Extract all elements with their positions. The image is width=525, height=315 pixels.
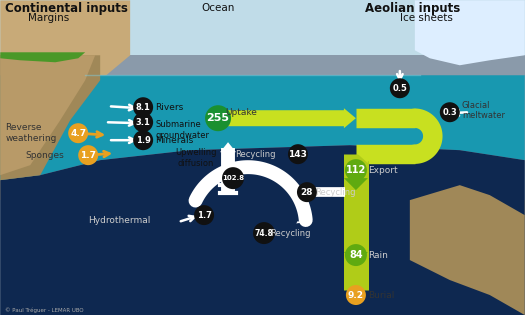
- Text: 0.3: 0.3: [443, 108, 457, 117]
- FancyArrow shape: [220, 142, 236, 152]
- Text: Hydrothermal: Hydrothermal: [88, 215, 150, 225]
- Circle shape: [194, 205, 214, 225]
- Text: Rain: Rain: [368, 250, 388, 260]
- FancyArrow shape: [218, 108, 356, 128]
- Text: 255: 255: [206, 113, 229, 123]
- Text: 28: 28: [301, 188, 313, 197]
- Text: Uptake: Uptake: [225, 108, 257, 117]
- Text: Rivers: Rivers: [155, 103, 183, 112]
- Polygon shape: [1, 52, 85, 62]
- Circle shape: [133, 97, 153, 117]
- Circle shape: [345, 244, 367, 266]
- Text: © Paul Tréguer - LEMAR UBO: © Paul Tréguer - LEMAR UBO: [5, 307, 84, 313]
- Polygon shape: [1, 55, 100, 180]
- Text: Glacial
meltwater: Glacial meltwater: [462, 100, 505, 120]
- Polygon shape: [1, 0, 130, 200]
- Text: 74.8: 74.8: [255, 229, 274, 238]
- Circle shape: [253, 222, 275, 244]
- Circle shape: [297, 182, 317, 202]
- Polygon shape: [415, 0, 524, 65]
- Text: 9.2: 9.2: [348, 290, 364, 300]
- Text: 1.9: 1.9: [135, 136, 151, 145]
- Circle shape: [68, 123, 88, 143]
- Polygon shape: [347, 288, 365, 300]
- Polygon shape: [1, 75, 524, 180]
- Text: Margins: Margins: [28, 13, 69, 23]
- Text: 1.7: 1.7: [80, 151, 96, 160]
- Text: Burial: Burial: [368, 290, 394, 300]
- Text: 0.5: 0.5: [392, 84, 407, 93]
- FancyArrow shape: [344, 252, 368, 264]
- Text: 102.8: 102.8: [222, 175, 244, 181]
- Text: Export: Export: [368, 166, 397, 175]
- Circle shape: [205, 105, 231, 131]
- FancyArrow shape: [358, 145, 370, 163]
- Circle shape: [345, 159, 367, 181]
- Circle shape: [222, 167, 244, 189]
- Polygon shape: [1, 0, 524, 55]
- Text: Recycling: Recycling: [315, 188, 355, 197]
- Text: 84: 84: [349, 250, 363, 260]
- Text: Ice sheets: Ice sheets: [400, 13, 453, 23]
- FancyArrow shape: [296, 212, 307, 223]
- Text: Minerals: Minerals: [155, 136, 193, 145]
- Text: 8.1: 8.1: [135, 103, 151, 112]
- Text: Recycling: Recycling: [235, 150, 276, 159]
- Circle shape: [346, 285, 366, 305]
- FancyArrow shape: [344, 178, 368, 190]
- Circle shape: [78, 145, 98, 165]
- Polygon shape: [1, 145, 524, 315]
- Circle shape: [390, 78, 410, 98]
- Text: 1.7: 1.7: [197, 211, 212, 220]
- Text: Aeolian inputs: Aeolian inputs: [365, 2, 460, 15]
- Polygon shape: [410, 0, 524, 220]
- Text: Upwelling
diffusion: Upwelling diffusion: [175, 148, 217, 168]
- Text: Sponges: Sponges: [25, 151, 64, 160]
- Text: 112: 112: [346, 165, 366, 175]
- Text: Recycling: Recycling: [270, 229, 310, 238]
- Text: 143: 143: [289, 150, 308, 159]
- Circle shape: [133, 112, 153, 132]
- FancyArrow shape: [307, 186, 315, 198]
- Text: Ocean: Ocean: [202, 3, 235, 13]
- Text: Continental inputs: Continental inputs: [5, 2, 128, 15]
- Circle shape: [440, 102, 460, 122]
- Circle shape: [288, 144, 308, 164]
- Polygon shape: [410, 185, 524, 315]
- Polygon shape: [1, 55, 95, 175]
- Text: Submarine
groundwater: Submarine groundwater: [155, 120, 209, 140]
- Text: Reverse
weathering: Reverse weathering: [5, 123, 57, 143]
- Text: 4.7: 4.7: [70, 129, 86, 138]
- Text: 3.1: 3.1: [135, 118, 151, 127]
- Circle shape: [133, 130, 153, 150]
